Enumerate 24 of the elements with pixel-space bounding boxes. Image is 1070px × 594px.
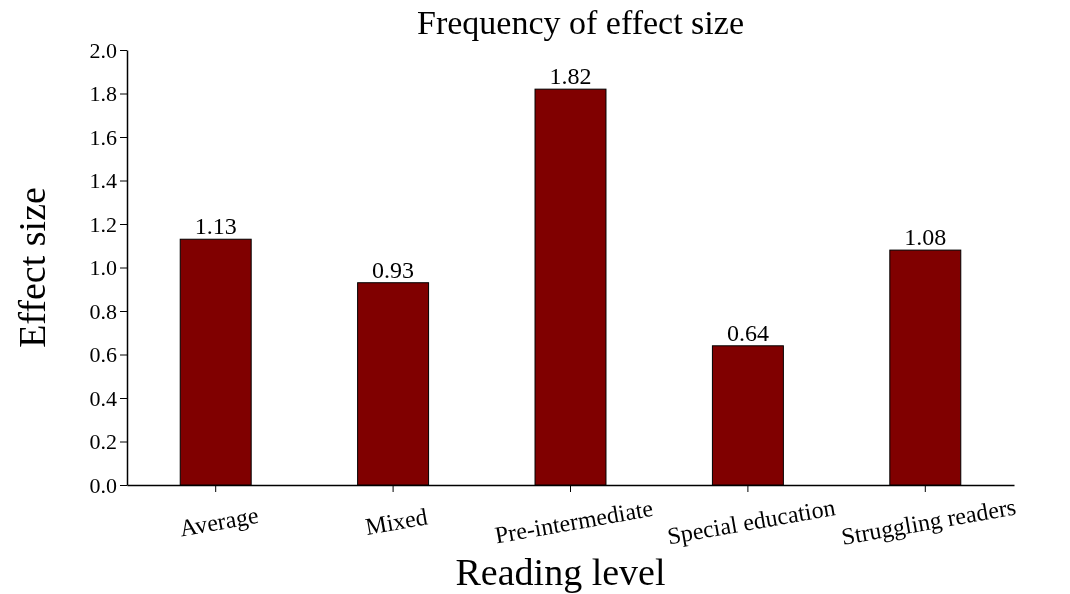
y-tick-label: 2.0 [89,37,117,63]
y-tick-label: 0.0 [89,472,117,498]
y-tick-label: 0.6 [89,342,117,368]
data-label: 0.64 [726,319,769,346]
y-tick-label: 0.2 [89,429,117,455]
data-label: 0.93 [372,256,415,283]
data-label: 1.08 [904,224,947,251]
x-tick-label: Pre-intermediate [492,495,655,549]
x-tick-label: Average [177,502,261,542]
y-tick-label: 0.4 [89,385,117,411]
x-tick-label: Struggling readers [839,493,1018,550]
y-tick-label: 1.6 [89,124,117,150]
x-axis-title: Reading level [455,551,666,593]
data-label: 1.13 [194,213,237,240]
x-tick-label: Mixed [363,503,430,540]
x-tick-label: Special education [665,494,838,550]
y-tick-label: 0.8 [89,298,117,324]
chart-title: Frequency of effect size [417,4,744,41]
y-tick-label: 1.8 [89,81,117,107]
y-tick-label: 1.0 [89,255,117,281]
y-tick-label: 1.2 [89,211,117,237]
y-tick-label: 1.4 [89,168,117,194]
data-label: 1.82 [549,63,592,90]
y-axis-title: Effect size [11,187,53,348]
